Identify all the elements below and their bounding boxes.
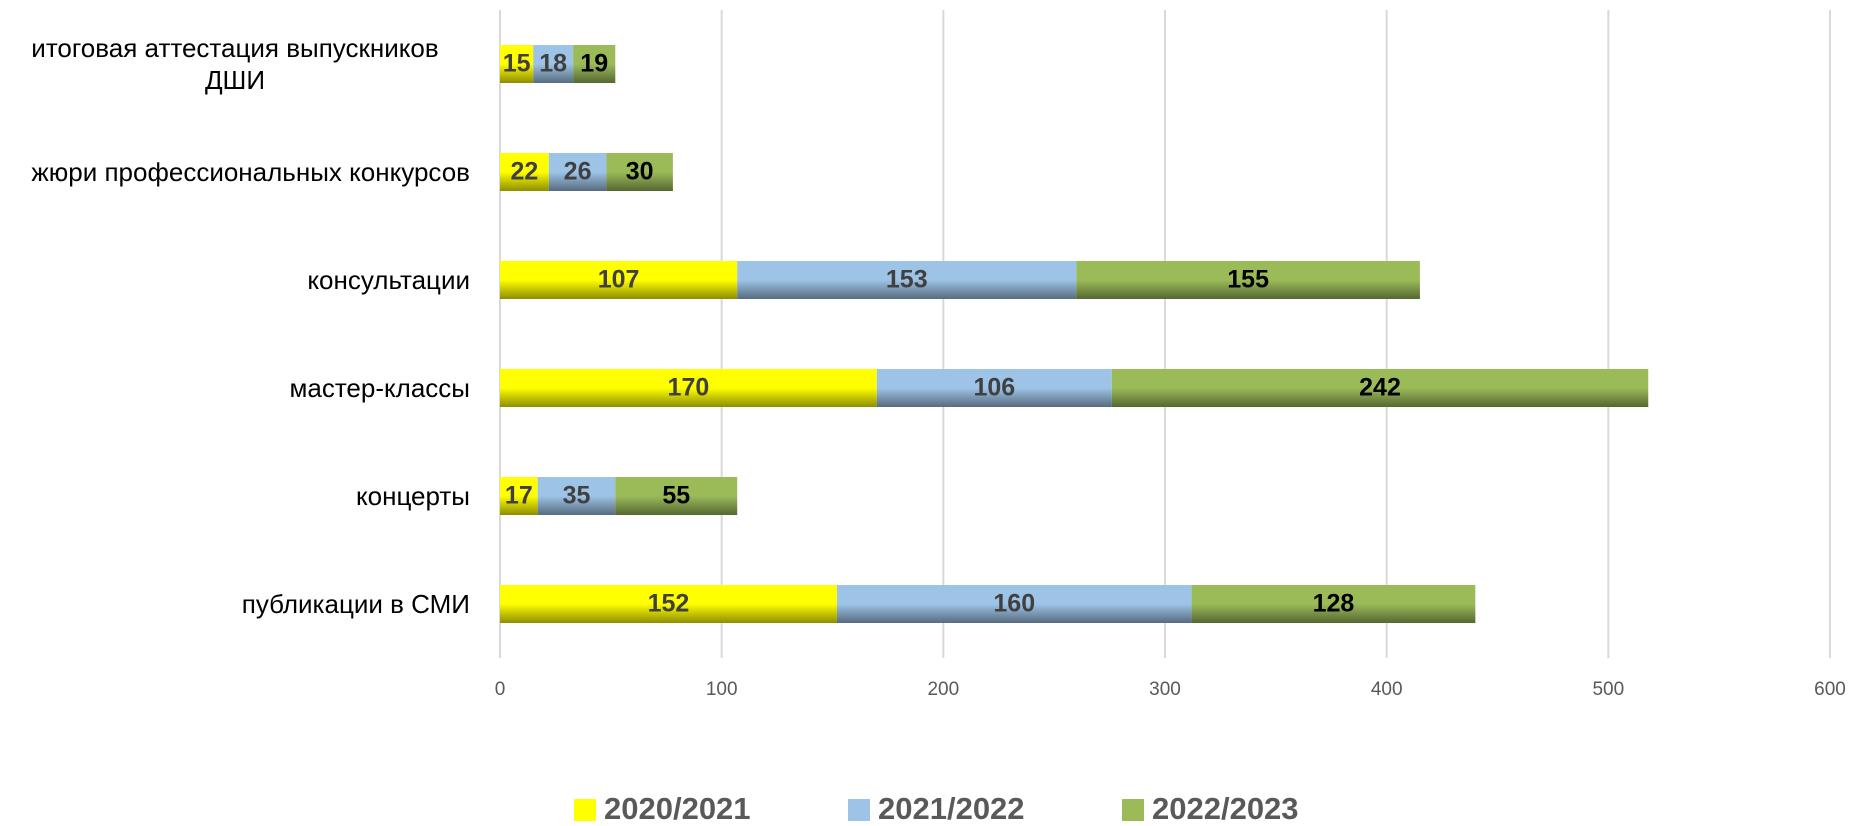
data-label: 155	[1227, 266, 1269, 294]
category-label-box: концерты	[356, 456, 470, 536]
data-label: 22	[510, 158, 538, 186]
legend-label: 2020/2021	[604, 791, 751, 826]
bar-shade	[500, 477, 538, 515]
y-tick-label: публикации в СМИ	[241, 588, 470, 619]
bar-shade	[836, 585, 1192, 623]
bar-shade	[876, 369, 1112, 407]
data-label: 106	[973, 374, 1015, 402]
bar-shade	[500, 585, 837, 623]
bar-shade	[548, 153, 607, 191]
data-label: 17	[505, 482, 533, 510]
bar-shade	[606, 153, 673, 191]
data-label: 153	[886, 266, 928, 294]
data-label: 18	[539, 50, 567, 78]
bar-shade	[500, 261, 738, 299]
y-tick-label: консультации	[307, 264, 470, 295]
bar-shade	[500, 45, 534, 83]
x-tick-label: 400	[1371, 679, 1403, 700]
bar-shade	[573, 45, 616, 83]
legend-label: 2022/2023	[1152, 791, 1299, 826]
data-label: 107	[598, 266, 640, 294]
data-label: 242	[1359, 374, 1401, 402]
category-label-box: жюри профессиональных конкурсов	[31, 132, 470, 212]
category-label-box: консультации	[307, 240, 470, 320]
legend-swatch	[848, 799, 870, 821]
bar-shade	[1191, 585, 1476, 623]
bar-shade	[537, 477, 616, 515]
y-tick-label: мастер-классы	[289, 372, 470, 403]
category-label-box: публикации в СМИ	[242, 564, 470, 644]
bar-shade	[615, 477, 738, 515]
bar-shade	[500, 369, 877, 407]
category-label-box: мастер-классы	[289, 348, 470, 428]
data-label: 128	[1313, 590, 1355, 618]
x-tick-label: 600	[1814, 679, 1846, 700]
data-label: 35	[563, 482, 591, 510]
legend-swatch	[1122, 799, 1144, 821]
data-label: 30	[626, 158, 654, 186]
y-tick-label: концерты	[355, 480, 470, 511]
bar-shade	[1076, 261, 1420, 299]
data-label: 160	[993, 590, 1035, 618]
x-tick-label: 200	[927, 679, 959, 700]
data-label: 170	[668, 374, 710, 402]
data-label: 152	[648, 590, 690, 618]
y-tick-label: жюри профессиональных конкурсов	[31, 156, 470, 187]
x-tick-label: 500	[1592, 679, 1624, 700]
category-label-box: итоговая аттестация выпускников ДШИ	[0, 24, 470, 104]
bar-shade	[533, 45, 574, 83]
bar-shade	[500, 153, 549, 191]
data-label: 55	[662, 482, 690, 510]
x-tick-label: 300	[1149, 679, 1181, 700]
legend-label: 2021/2022	[878, 791, 1025, 826]
data-label: 15	[503, 50, 531, 78]
data-label: 19	[580, 50, 608, 78]
legend-swatch	[574, 799, 596, 821]
y-tick-label: итоговая аттестация выпускников ДШИ	[31, 32, 439, 96]
x-tick-label: 100	[706, 679, 738, 700]
bar-shade	[1111, 369, 1649, 407]
data-label: 26	[564, 158, 592, 186]
bar-shade	[737, 261, 1077, 299]
x-tick-label: 0	[495, 679, 506, 700]
